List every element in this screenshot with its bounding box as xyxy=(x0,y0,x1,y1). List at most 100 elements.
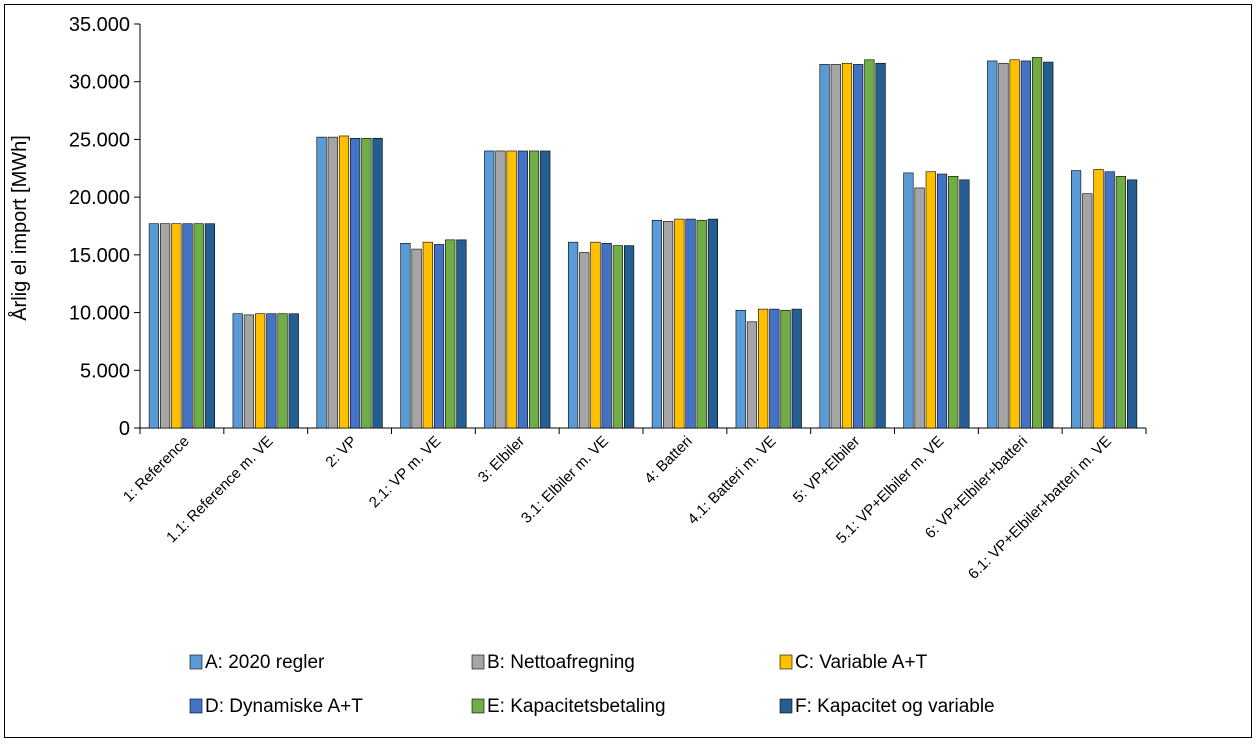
bar xyxy=(361,137,372,429)
bar xyxy=(204,223,216,429)
bar xyxy=(528,150,540,429)
bar xyxy=(707,218,719,429)
bar xyxy=(735,309,746,429)
bar xyxy=(411,248,422,429)
bar xyxy=(998,62,1009,429)
bar xyxy=(327,136,338,429)
plot-area: 0 5.000 10.000 15.000 20.000 25.000 30.000 35.0… xyxy=(69,14,1147,583)
bar xyxy=(160,223,171,429)
bar xyxy=(1126,179,1138,429)
bar xyxy=(819,64,830,429)
legend-label: B: Nettoafregning xyxy=(487,652,635,673)
legend-swatch xyxy=(189,698,203,714)
bar xyxy=(1104,171,1115,429)
bar xyxy=(1009,59,1020,429)
bar xyxy=(685,218,696,429)
bar xyxy=(1070,170,1082,429)
bar xyxy=(243,314,255,429)
bar xyxy=(579,252,590,429)
bar xyxy=(148,223,160,429)
bar xyxy=(623,245,635,429)
y-tick-label: 15.000 xyxy=(69,245,130,267)
bar xyxy=(255,313,266,429)
bar xyxy=(484,150,495,429)
bar xyxy=(791,308,802,429)
bar xyxy=(830,64,841,429)
bar xyxy=(959,179,970,429)
y-tick-label: 25.000 xyxy=(69,129,130,151)
bar xyxy=(232,313,243,429)
bar xyxy=(601,243,612,429)
legend-label: C: Variable A+T xyxy=(795,652,928,673)
bar xyxy=(841,62,853,429)
x-tick-label: 4: Batteri xyxy=(641,433,695,487)
x-tick-label: 3.1: Elbiler m. VE xyxy=(518,433,612,527)
bar xyxy=(864,59,875,429)
legend: A: 2020 regler B: Nettoafregning C: Variab… xyxy=(189,652,995,717)
legend-swatch xyxy=(471,698,485,714)
legend-swatch xyxy=(471,654,485,670)
x-tick-label: 3: Elbiler xyxy=(475,433,528,486)
bar xyxy=(567,241,579,429)
bar xyxy=(517,150,528,429)
bar xyxy=(903,172,914,429)
bar xyxy=(674,218,685,429)
bar xyxy=(769,308,780,429)
legend-item: E: Kapacitetsbetaling xyxy=(471,696,666,717)
bar xyxy=(372,137,383,429)
legend-label: A: 2020 regler xyxy=(205,652,325,673)
bar xyxy=(780,309,791,429)
bar xyxy=(540,150,551,429)
y-tick-label: 0 xyxy=(119,418,130,440)
bar xyxy=(1082,193,1093,429)
legend-item: F: Kapacitet og variable xyxy=(779,696,995,717)
bar xyxy=(495,150,506,429)
x-tick-label: 5: VP+Elbiler xyxy=(790,433,864,507)
y-tick-label: 5.000 xyxy=(80,360,130,382)
bar xyxy=(266,313,277,429)
bar xyxy=(316,136,327,429)
y-tick-label: 20.000 xyxy=(69,187,130,209)
y-tick-label: 35.000 xyxy=(69,14,130,36)
legend-swatch xyxy=(779,654,793,670)
bar xyxy=(853,64,864,429)
x-tick-label: 4.1: Batteri m. VE xyxy=(684,433,779,528)
bar xyxy=(506,150,517,429)
x-tick-label: 1: Reference xyxy=(120,433,193,506)
bar xyxy=(1043,61,1054,429)
y-axis-title: Årlig el import [MWh] xyxy=(8,135,31,321)
bar xyxy=(338,135,350,429)
x-tick-label: 2: VP xyxy=(322,433,360,471)
bar xyxy=(400,243,411,429)
x-tick-label: 6.1: VP+Elbiler+batteri m. VE xyxy=(965,433,1115,583)
legend-swatch xyxy=(189,654,203,670)
bar xyxy=(288,313,299,429)
bar xyxy=(651,219,663,429)
bar xyxy=(171,223,182,429)
legend-label: D: Dynamiske A+T xyxy=(205,696,363,717)
bar xyxy=(936,173,948,429)
bar xyxy=(925,171,936,429)
legend-item: B: Nettoafregning xyxy=(471,652,635,673)
bar xyxy=(590,241,601,429)
bar xyxy=(1093,169,1104,429)
bar xyxy=(987,60,998,429)
bar xyxy=(433,244,445,429)
legend-item: D: Dynamiske A+T xyxy=(189,696,363,717)
bar xyxy=(277,313,288,429)
bar xyxy=(612,245,623,429)
y-tick-label: 30.000 xyxy=(69,72,130,94)
legend-label: F: Kapacitet og variable xyxy=(795,696,995,717)
bar xyxy=(445,239,456,429)
bar xyxy=(875,62,886,429)
bar xyxy=(746,321,758,429)
bar xyxy=(758,308,769,429)
bar xyxy=(193,223,204,429)
bar xyxy=(1115,176,1126,429)
bar xyxy=(696,219,707,429)
bar xyxy=(1020,60,1031,429)
legend-item: C: Variable A+T xyxy=(779,652,928,673)
bar xyxy=(914,187,925,429)
y-tick-label: 10.000 xyxy=(69,303,130,325)
